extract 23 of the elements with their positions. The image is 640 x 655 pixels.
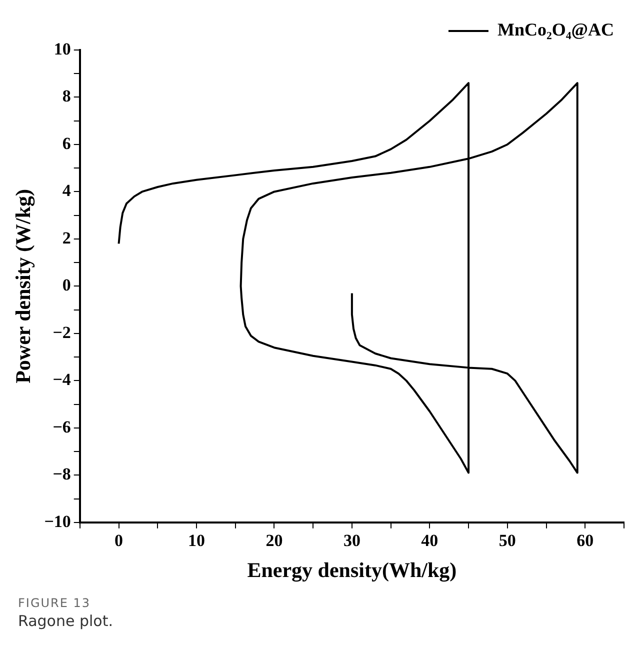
y-tick-label: 4 (62, 181, 72, 200)
x-tick-label: 0 (114, 530, 123, 550)
y-tick-label: −10 (44, 512, 71, 531)
y-tick-label: 10 (54, 39, 71, 58)
y-tick-label: 6 (62, 134, 71, 153)
y-tick-label: 8 (62, 86, 71, 106)
caption: FIGURE 13 (18, 596, 92, 610)
y-tick-label: 2 (62, 228, 71, 248)
x-tick-label: 50 (498, 530, 516, 550)
y-tick-label: −4 (52, 370, 72, 390)
text: Ragone plot. (18, 612, 114, 630)
x-tick-label: 60 (576, 530, 594, 550)
x-tick-label: 40 (421, 530, 438, 550)
y-tick-label: 0 (62, 276, 71, 295)
x-axis-title: Energy density(Wh/kg) (247, 558, 457, 582)
x-tick-label: 30 (343, 530, 360, 550)
x-tick-label: 20 (266, 530, 283, 550)
y-tick-label: −2 (52, 322, 71, 342)
y-axis-title: Power density (W/kg) (11, 188, 36, 384)
y-tick-label: −8 (52, 464, 71, 484)
y-tick-label: −6 (52, 417, 71, 436)
x-tick-label: 10 (188, 530, 205, 550)
legend-label: MnCo₂O₄@AC (497, 20, 614, 40)
